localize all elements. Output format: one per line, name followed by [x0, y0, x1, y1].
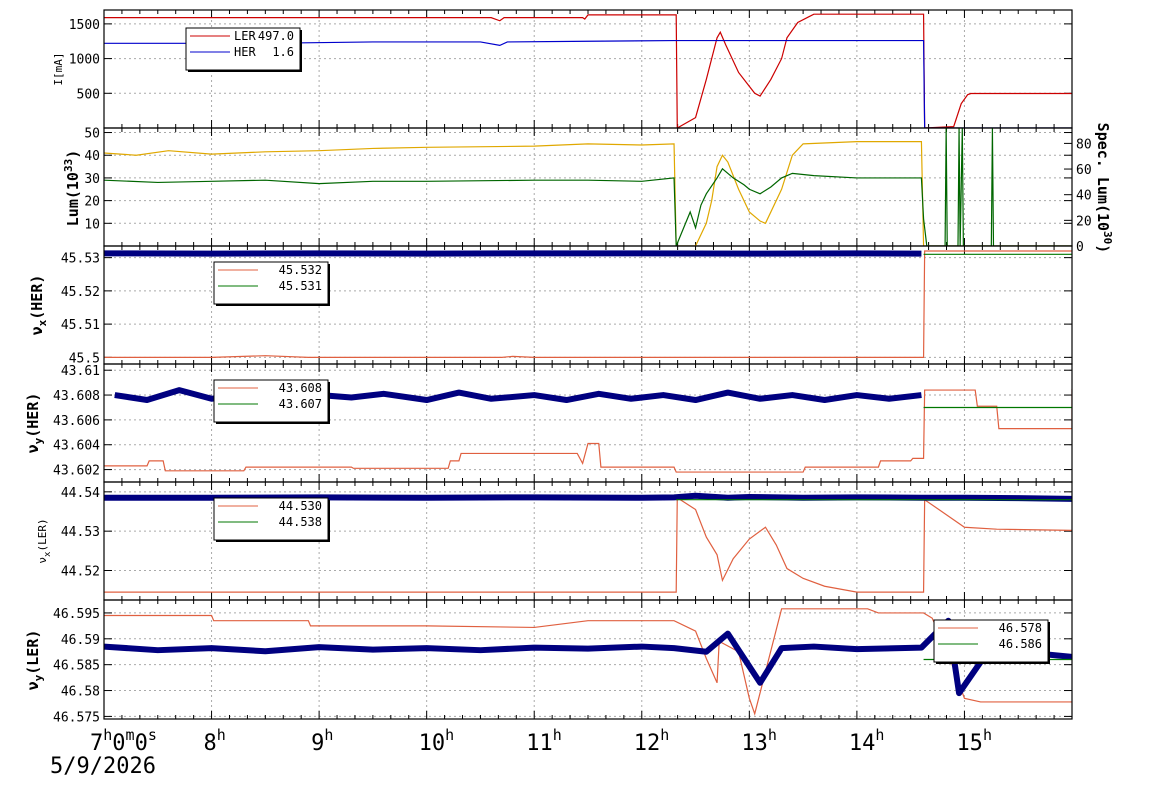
ylabel-nux-ler: νx(LER) [36, 518, 53, 563]
legend-value: 497.0 [258, 29, 294, 43]
ytick-label: 50 [84, 127, 100, 142]
ytick-label: 43.606 [53, 414, 100, 429]
ytick-label: 46.575 [53, 710, 100, 725]
xtick-label-8: 15h [956, 726, 992, 756]
ytick-label: 43.602 [53, 464, 100, 479]
panel-3: 43.602 43.604 43.606 43.608 43.61 43.608 43.60… [53, 364, 1072, 482]
ylabel-spec-lum: Spec. Lum(1030) [1094, 123, 1114, 254]
xtick-label-2: 9h [311, 726, 333, 756]
legend-value: 1.6 [272, 45, 294, 59]
ytick-label: 46.585 [53, 659, 100, 674]
xtick-label-3: 10h [419, 726, 455, 756]
legend-value: 44.538 [279, 515, 322, 529]
ytick-label: 30 [84, 172, 100, 187]
ylabel-lum: Lum(1033) [62, 150, 82, 226]
ylabel-nuy-her: νy(HER) [24, 393, 45, 454]
ytick-label: 20 [84, 195, 100, 210]
ytick-label: 45.52 [61, 285, 100, 300]
legend-name: HER [234, 45, 256, 59]
ytick-right-label: 40 [1076, 189, 1092, 204]
ytick-label: 45.51 [61, 318, 100, 333]
ytick-label: 500 [77, 87, 100, 102]
ytick-right-label: 0 [1076, 240, 1084, 255]
xtick-label-0: 7h0m0s [90, 726, 157, 756]
legend-value: 45.532 [279, 263, 322, 277]
legend-value: 43.608 [279, 381, 322, 395]
series-0 [104, 142, 1072, 246]
ytick-label: 43.608 [53, 389, 100, 404]
legend-value: 45.531 [279, 279, 322, 293]
ytick-right-label: 60 [1076, 163, 1092, 178]
legend-value: 44.530 [279, 499, 322, 513]
ylabel-current: I[mA] [52, 52, 65, 85]
legend-value: 46.578 [999, 621, 1042, 635]
xtick-label-4: 11h [526, 726, 562, 756]
panel-1: 10 20 30 40 50 0 20 40 60 80 [84, 127, 1091, 255]
series-1 [104, 621, 1072, 693]
ytick-label: 43.604 [53, 439, 100, 454]
ytick-label: 40 [84, 149, 100, 164]
ytick-label: 44.54 [61, 486, 100, 501]
panel-4: 44.52 44.53 44.54 44.530 44.538 [61, 482, 1072, 600]
ytick-label: 1000 [69, 53, 100, 68]
ytick-right-label: 80 [1076, 137, 1092, 152]
ylabel-nuy-ler: νy(LER) [24, 630, 45, 691]
ytick-right-label: 20 [1076, 214, 1092, 229]
xtick-label-7: 14h [849, 726, 885, 756]
xtick-label-6: 13h [741, 726, 777, 756]
ytick-label: 45.53 [61, 252, 100, 267]
ytick-label: 46.595 [53, 607, 100, 622]
panel-frame [104, 128, 1072, 246]
ytick-label: 44.53 [61, 525, 100, 540]
ytick-label: 1500 [69, 18, 100, 33]
xtick-label-1: 8h [204, 726, 226, 756]
ytick-label: 44.52 [61, 565, 100, 580]
legend-value: 46.586 [999, 637, 1042, 651]
legend-value: 43.607 [279, 397, 322, 411]
ytick-label: 10 [84, 217, 100, 232]
legend-name: LER [234, 29, 256, 43]
series-1 [104, 128, 1072, 246]
ytick-label: 46.58 [61, 685, 100, 700]
series-0 [104, 609, 1072, 714]
ytick-label: 46.59 [61, 633, 100, 648]
xtick-label-5: 12h [634, 726, 670, 756]
ylabel-nux-her: νx(HER) [28, 275, 49, 336]
date-label: 5/9/2026 [50, 754, 156, 779]
panel-5: 46.575 46.58 46.585 46.59 46.595 46.578 46.586 [53, 600, 1072, 725]
ytick-label: 43.61 [61, 364, 100, 379]
